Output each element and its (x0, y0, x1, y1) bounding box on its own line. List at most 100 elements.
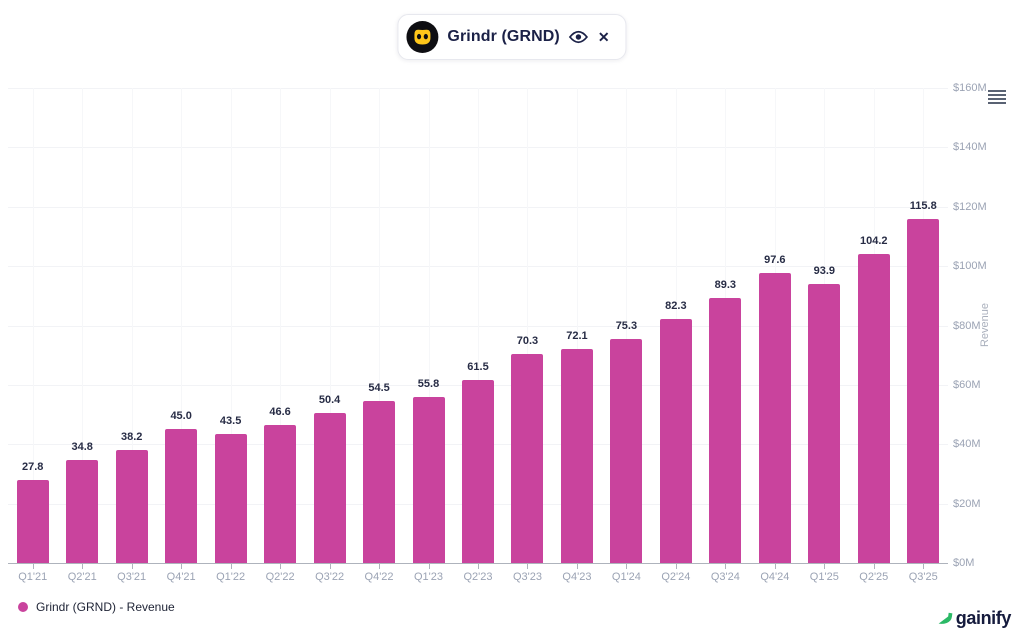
gridline-vertical (478, 88, 479, 563)
y-axis-tick-label: $100M (953, 260, 987, 273)
y-axis-tick-label: $0M (953, 557, 975, 569)
x-axis-tick (725, 564, 727, 569)
y-axis-tick-label: $140M (953, 141, 987, 154)
company-pill-label: Grindr (GRND) (447, 28, 560, 45)
bar-value-label: 70.3 (516, 335, 539, 348)
x-axis-line (8, 563, 948, 564)
bar[interactable] (16, 480, 49, 563)
legend-dot (18, 602, 28, 612)
bar-value-label: 93.9 (813, 265, 836, 278)
x-axis-tick-label: Q4'21 (166, 571, 196, 583)
bar-value-label: 61.5 (467, 361, 489, 374)
x-axis-tick (230, 564, 232, 569)
x-axis-tick (428, 564, 430, 569)
x-axis-tick (181, 564, 183, 569)
x-axis-tick-label: Q1'24 (611, 571, 641, 583)
gridline-vertical (329, 88, 331, 563)
close-icon[interactable]: ✕ (597, 29, 610, 45)
x-axis-tick-label: Q1'25 (809, 571, 839, 583)
x-axis-tick (873, 564, 875, 569)
company-pill[interactable]: Grindr (GRND) ✕ (397, 14, 627, 60)
bar-value-label: 115.8 (909, 200, 937, 213)
x-axis-tick (478, 564, 479, 569)
bar[interactable] (313, 413, 346, 563)
x-axis-tick-label: Q1'21 (18, 571, 48, 583)
x-axis-tick (329, 564, 331, 569)
bar-value-label: 46.6 (269, 405, 291, 418)
bar[interactable] (264, 424, 297, 563)
bar-value-label: 50.4 (318, 394, 341, 407)
bar-value-label: 55.8 (417, 378, 440, 391)
bar[interactable] (115, 449, 148, 563)
gridline-vertical (527, 88, 529, 563)
bar-value-label: 72.1 (566, 329, 588, 342)
eye-icon[interactable] (569, 30, 589, 44)
y-axis-tick-label: $20M (953, 497, 981, 510)
gridline-vertical (280, 88, 282, 563)
bar[interactable] (363, 401, 396, 563)
y-axis-tick-label: $120M (953, 200, 987, 213)
gridline-vertical (32, 88, 34, 563)
y-axis-tick-label: $80M (953, 319, 981, 332)
bar[interactable] (659, 318, 692, 563)
bar[interactable] (907, 219, 940, 563)
bar-value-label: 97.6 (764, 254, 786, 267)
bar[interactable] (560, 348, 593, 563)
bar[interactable] (610, 339, 643, 563)
legend-item[interactable]: Grindr (GRND) - Revenue (18, 600, 175, 614)
bar-value-label: 54.5 (368, 382, 390, 395)
bar-value-label: 82.3 (665, 299, 687, 312)
x-axis-tick-label: Q4'23 (562, 571, 592, 583)
x-axis-tick-label: Q2'21 (67, 571, 97, 583)
y-axis-tick-label: $60M (953, 378, 981, 391)
y-axis-title: Revenue (979, 302, 991, 348)
x-axis-tick (923, 564, 925, 569)
gridline-vertical (230, 88, 232, 563)
gridline-vertical (131, 88, 133, 563)
bar-value-label: 89.3 (714, 278, 737, 291)
bar-value-label: 45.0 (170, 410, 192, 423)
hamburger-icon[interactable] (988, 90, 1006, 104)
x-axis-tick-label: Q4'24 (760, 571, 790, 583)
bar[interactable] (758, 273, 791, 563)
bar-value-label: 27.8 (22, 461, 44, 474)
x-axis-tick-label: Q4'22 (364, 571, 394, 583)
x-axis-tick (32, 564, 34, 569)
gainify-logo: gainify (938, 608, 1011, 629)
bar[interactable] (857, 253, 890, 563)
bar[interactable] (412, 397, 445, 563)
x-axis-tick-label: Q3'25 (908, 571, 938, 583)
legend-label: Grindr (GRND) - Revenue (36, 600, 175, 614)
x-axis-tick-label: Q2'22 (265, 571, 295, 583)
x-axis-tick (82, 564, 84, 569)
bar[interactable] (808, 284, 841, 563)
gridline-vertical (379, 88, 381, 563)
x-axis-tick (824, 564, 826, 569)
bar[interactable] (462, 380, 494, 563)
x-axis-tick-label: Q3'23 (512, 571, 542, 583)
bar[interactable] (66, 459, 99, 563)
bar-value-label: 38.2 (120, 430, 143, 443)
x-axis-tick (675, 564, 677, 569)
x-axis-tick (379, 564, 381, 569)
bar-value-label: 75.3 (615, 320, 638, 333)
grindr-mask-icon (406, 21, 439, 53)
x-axis-tick-label: Q2'25 (859, 571, 889, 583)
bar[interactable] (709, 297, 742, 563)
x-axis-tick-label: Q3'21 (117, 571, 147, 583)
gridline-vertical (181, 88, 183, 563)
x-axis-tick-label: Q3'24 (710, 571, 740, 583)
bar[interactable] (511, 354, 544, 563)
x-axis-tick-label: Q2'24 (661, 571, 691, 583)
bar[interactable] (214, 433, 247, 563)
bar-value-label: 34.8 (71, 440, 93, 453)
x-axis-tick-label: Q2'23 (463, 571, 493, 583)
gainify-wordmark: gainify (955, 608, 1012, 628)
y-axis-tick-label: $160M (953, 82, 987, 94)
y-axis-tick-label: $40M (953, 438, 981, 451)
growth-arrow-icon (938, 612, 953, 624)
x-axis-tick (280, 564, 282, 569)
bar[interactable] (165, 429, 198, 563)
x-axis-tick (527, 564, 529, 569)
